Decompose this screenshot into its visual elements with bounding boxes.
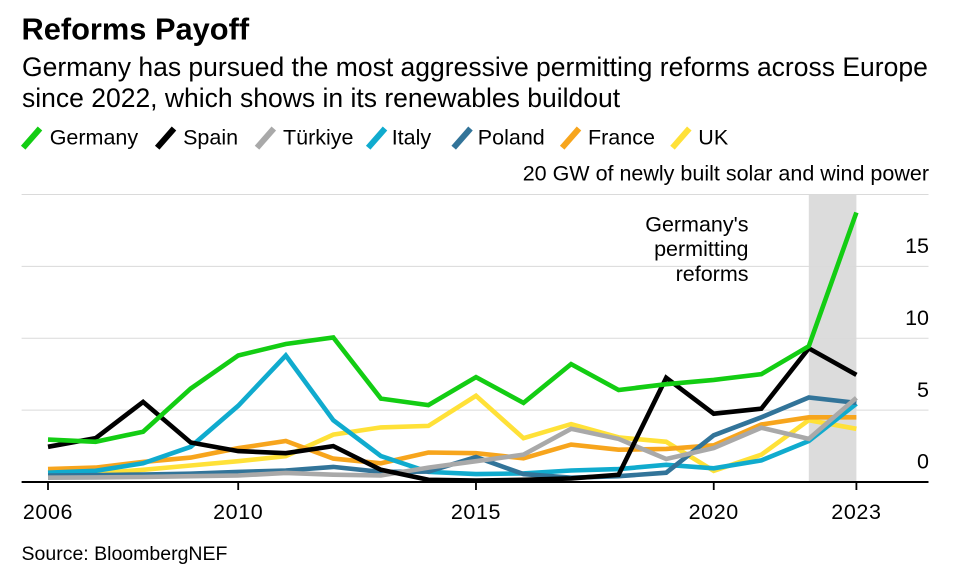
svg-text:UK: UK <box>698 126 729 150</box>
svg-text:Germany's: Germany's <box>645 213 748 237</box>
svg-text:France: France <box>588 126 655 150</box>
svg-text:2023: 2023 <box>831 500 881 524</box>
svg-text:since 2022, which shows in its: since 2022, which shows in its renewable… <box>22 83 621 113</box>
svg-text:Italy: Italy <box>392 126 432 150</box>
svg-text:Germany: Germany <box>50 126 139 150</box>
svg-text:15: 15 <box>905 234 929 258</box>
svg-text:Spain: Spain <box>183 126 238 150</box>
svg-text:5: 5 <box>917 378 929 402</box>
svg-text:Germany has pursued the most a: Germany has pursued the most aggressive … <box>22 52 928 82</box>
svg-text:2020: 2020 <box>689 500 739 524</box>
svg-text:2006: 2006 <box>23 500 73 524</box>
svg-text:reforms: reforms <box>676 262 749 286</box>
svg-text:2010: 2010 <box>213 500 263 524</box>
svg-text:Source: BloombergNEF: Source: BloombergNEF <box>22 543 228 565</box>
svg-text:10: 10 <box>905 306 929 330</box>
svg-text:2015: 2015 <box>451 500 501 524</box>
svg-text:Poland: Poland <box>478 126 545 150</box>
svg-text:0: 0 <box>917 450 929 474</box>
svg-text:Türkiye: Türkiye <box>283 126 353 150</box>
svg-text:20 GW of newly built solar and: 20 GW of newly built solar and wind powe… <box>523 162 929 186</box>
svg-text:permitting: permitting <box>654 237 748 261</box>
svg-text:Reforms Payoff: Reforms Payoff <box>22 12 250 47</box>
